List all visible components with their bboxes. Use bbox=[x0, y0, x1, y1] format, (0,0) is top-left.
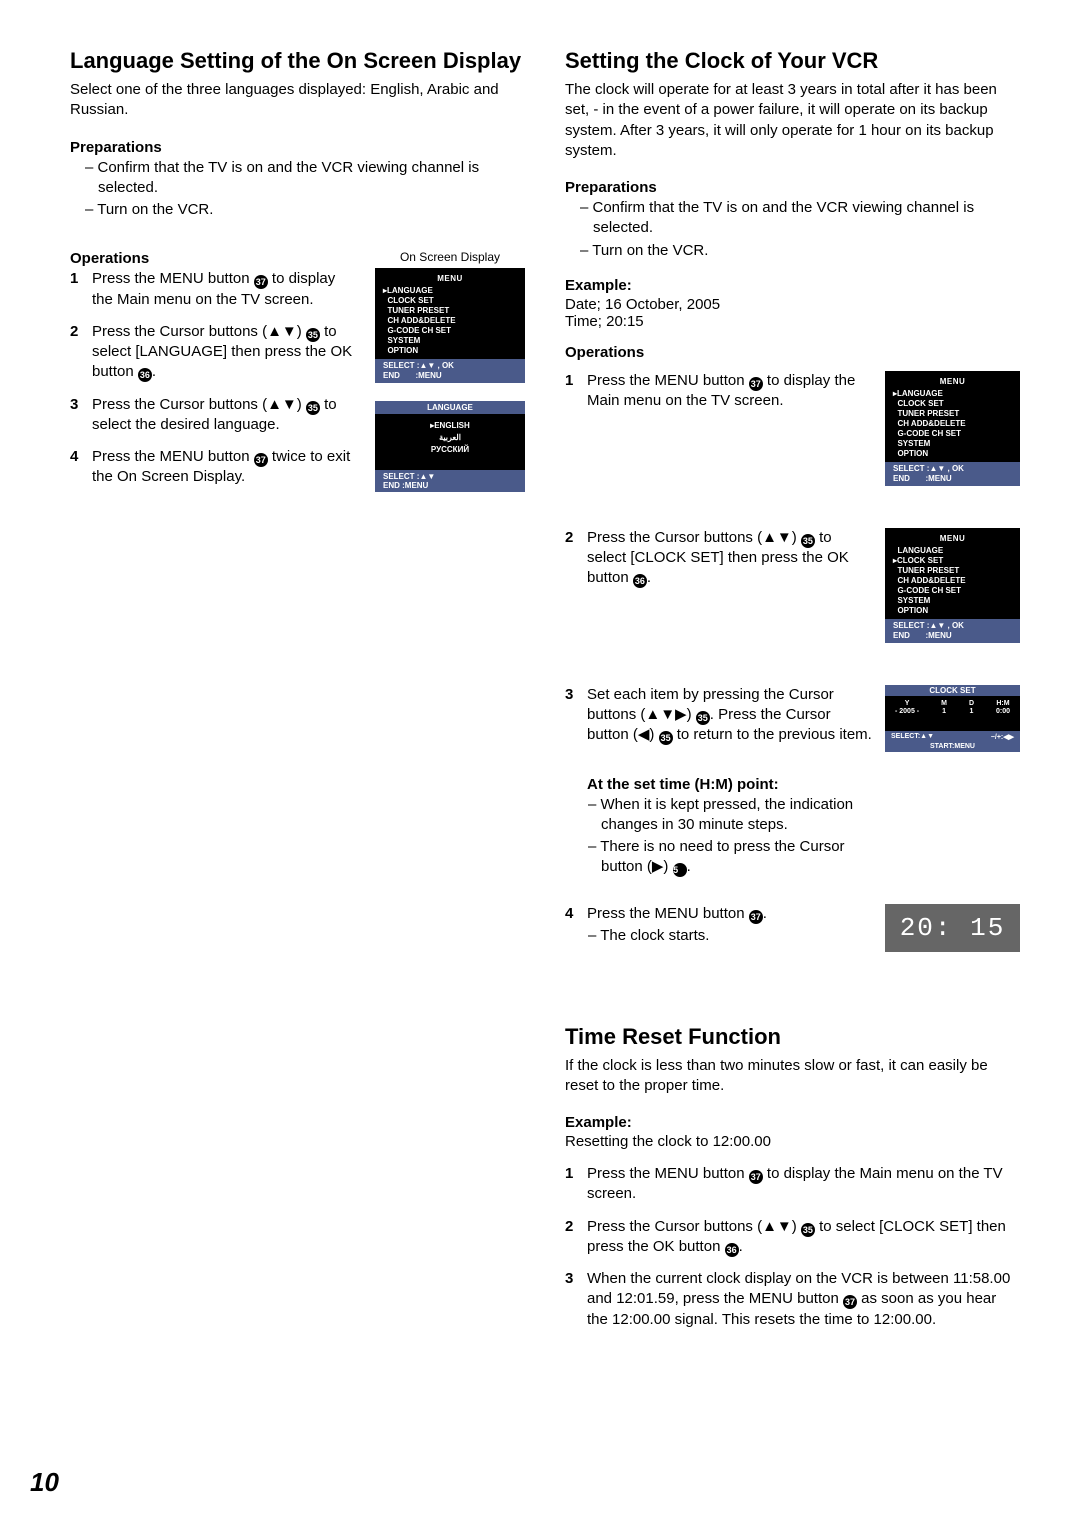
osd-title: LANGUAGE bbox=[375, 401, 525, 414]
example-title: Example: bbox=[565, 277, 1020, 294]
button-35-icon: 35 bbox=[306, 401, 320, 415]
step-text: Press the Cursor buttons (▲▼) 35 to sele… bbox=[587, 1217, 1020, 1258]
button-37-icon: 37 bbox=[843, 1295, 857, 1309]
osd-menu-screenshot-a: MENU ▸LANGUAGE CLOCK SET TUNER PRESET CH… bbox=[885, 371, 1020, 486]
button-35-icon: 35 bbox=[696, 711, 710, 725]
step-number: 4 bbox=[70, 447, 92, 488]
step-text: When the current clock display on the VC… bbox=[587, 1269, 1020, 1330]
step-number: 1 bbox=[565, 1164, 587, 1205]
step-number: 2 bbox=[70, 322, 92, 383]
time-reset-title: Time Reset Function bbox=[565, 1024, 1020, 1050]
settime-sub1: – When it is kept pressed, the indicatio… bbox=[587, 795, 873, 836]
time-reset-ex-title: Example: bbox=[565, 1114, 1020, 1131]
right-op-3: 3 Set each item by pressing the Cursor b… bbox=[565, 685, 1020, 880]
right-op-2: 2 Press the Cursor buttons (▲▼) 35 to se… bbox=[565, 528, 1020, 661]
step-number: 1 bbox=[70, 269, 92, 310]
left-ops-title: Operations bbox=[70, 250, 357, 267]
step-text: Press the MENU button 37 to display the … bbox=[92, 269, 357, 310]
left-op-2: 2 Press the Cursor buttons (▲▼) 35 to se… bbox=[70, 322, 357, 383]
settime-subtitle: At the set time (H:M) point: bbox=[587, 776, 873, 793]
button-37-icon: 37 bbox=[749, 910, 763, 924]
left-intro: Select one of the three languages displa… bbox=[70, 80, 525, 121]
right-intro: The clock will operate for at least 3 ye… bbox=[565, 80, 1020, 161]
button-35-icon: 35 bbox=[801, 1223, 815, 1237]
left-prep-2: – Turn on the VCR. bbox=[70, 200, 525, 220]
button-37-icon: 37 bbox=[254, 275, 268, 289]
step-text: Press the MENU button 37 twice to exit t… bbox=[92, 447, 357, 488]
right-op-4: 4 Press the MENU button 37. – The clock … bbox=[565, 904, 1020, 952]
button-35-icon: 35 bbox=[801, 534, 815, 548]
example-date: Date; 16 October, 2005 bbox=[565, 296, 1020, 313]
step-number: 2 bbox=[565, 1217, 587, 1258]
step-text: Press the Cursor buttons (▲▼) 35 to sele… bbox=[587, 528, 873, 649]
example-time: Time; 20:15 bbox=[565, 313, 1020, 330]
step-text: Press the Cursor buttons (▲▼) 35 to sele… bbox=[92, 322, 357, 383]
button-37-icon: 37 bbox=[749, 1170, 763, 1184]
button-35-icon: 35 bbox=[659, 731, 673, 745]
step-number: 4 bbox=[565, 904, 587, 924]
page-columns: Language Setting of the On Screen Displa… bbox=[70, 48, 1020, 1342]
button-35-icon: 35 bbox=[306, 328, 320, 342]
left-title: Language Setting of the On Screen Displa… bbox=[70, 48, 525, 74]
time-reset-intro: If the clock is less than two minutes sl… bbox=[565, 1056, 1020, 1097]
example-block: Example: Date; 16 October, 2005 Time; 20… bbox=[565, 277, 1020, 330]
right-op-1: 1 Press the MENU button 37 to display th… bbox=[565, 371, 1020, 504]
time-reset-op-2: 2 Press the Cursor buttons (▲▼) 35 to se… bbox=[565, 1217, 1020, 1258]
settime-sub2: – There is no need to press the Cursor b… bbox=[587, 837, 873, 878]
step-text: Press the MENU button 37 to display the … bbox=[587, 371, 873, 492]
button-36-icon: 36 bbox=[633, 574, 647, 588]
time-reset-op-3: 3 When the current clock display on the … bbox=[565, 1269, 1020, 1330]
right-prep-1: – Confirm that the TV is on and the VCR … bbox=[565, 198, 1020, 239]
right-prep-2: – Turn on the VCR. bbox=[565, 241, 1020, 261]
left-op-4: 4 Press the MENU button 37 twice to exit… bbox=[70, 447, 357, 488]
button-37-icon: 37 bbox=[254, 453, 268, 467]
step-text: Press the Cursor buttons (▲▼) 35 to sele… bbox=[92, 395, 357, 436]
time-reset-op-1: 1 Press the MENU button 37 to display th… bbox=[565, 1164, 1020, 1205]
right-column: Setting the Clock of Your VCR The clock … bbox=[565, 48, 1020, 1342]
button-36-icon: 36 bbox=[138, 368, 152, 382]
step-number: 2 bbox=[565, 528, 587, 649]
osd-title: MENU bbox=[383, 274, 517, 284]
osd-menu-screenshot-b: MENU LANGUAGE ▸CLOCK SET TUNER PRESET CH… bbox=[885, 528, 1020, 643]
page-number: 10 bbox=[30, 1467, 59, 1498]
step-number: 1 bbox=[565, 371, 587, 492]
step-text: Press the MENU button 37 to display the … bbox=[587, 1164, 1020, 1205]
osd-caption: On Screen Display bbox=[375, 250, 525, 264]
right-ops-title: Operations bbox=[565, 344, 1020, 361]
button-36-icon: 36 bbox=[725, 1243, 739, 1257]
left-ops-block: Operations 1 Press the MENU button 37 to… bbox=[70, 250, 525, 499]
osd-language-screenshot: LANGUAGE ▸ENGLISH العربية РУССКИЙ SELECT… bbox=[375, 401, 525, 492]
step-number: 3 bbox=[565, 1269, 587, 1330]
vcr-clock-display: 20: 15 bbox=[885, 904, 1020, 952]
clock-starts: – The clock starts. bbox=[565, 926, 873, 946]
step-text: Set each item by pressing the Cursor but… bbox=[587, 685, 873, 746]
osd-clockset-screenshot: CLOCK SET Y- 2005 - M1 D1 H:M0:00 SELECT… bbox=[885, 685, 1020, 752]
right-prep-title: Preparations bbox=[565, 179, 1020, 196]
osd-menu-screenshot: MENU ▸LANGUAGE CLOCK SET TUNER PRESET CH… bbox=[375, 268, 525, 383]
step-number: 3 bbox=[565, 685, 587, 746]
left-op-3: 3 Press the Cursor buttons (▲▼) 35 to se… bbox=[70, 395, 357, 436]
button-37-icon: 37 bbox=[749, 377, 763, 391]
left-op-1: 1 Press the MENU button 37 to display th… bbox=[70, 269, 357, 310]
left-prep-title: Preparations bbox=[70, 139, 525, 156]
right-title: Setting the Clock of Your VCR bbox=[565, 48, 1020, 74]
left-prep-1: – Confirm that the TV is on and the VCR … bbox=[70, 158, 525, 199]
time-reset-ex: Resetting the clock to 12:00.00 bbox=[565, 1133, 1020, 1150]
step-text: Press the MENU button 37. bbox=[587, 904, 873, 924]
left-column: Language Setting of the On Screen Displa… bbox=[70, 48, 525, 1342]
step-number: 3 bbox=[70, 395, 92, 436]
button-35-icon: 35 bbox=[673, 863, 687, 877]
